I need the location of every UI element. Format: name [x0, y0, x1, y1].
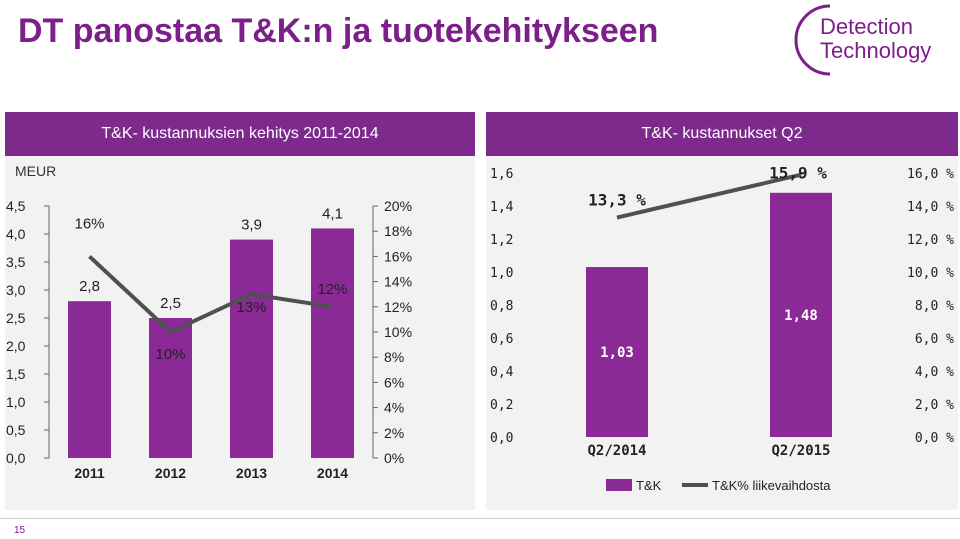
page-number: 15: [14, 525, 26, 536]
line-series: [616, 172, 802, 220]
bar-2011: [68, 301, 111, 458]
y2-tick-label: 12,0 %: [907, 233, 954, 248]
legend-label-line: T&K% liikevaihdosta: [712, 478, 831, 493]
bar-Q2/2015: [770, 192, 832, 437]
y2-tick-label: 2%: [384, 425, 404, 441]
y-tick-label: 0,0: [490, 431, 513, 446]
bar-2014: [311, 228, 354, 458]
line-value-label: 10%: [155, 346, 185, 363]
line-value-label: 16%: [74, 215, 104, 232]
bar-value-label: 1,03: [600, 345, 634, 361]
y2-tick-label: 14,0 %: [907, 200, 954, 215]
y-tick-label: 1,0: [6, 394, 26, 410]
x-tick-label: 2012: [155, 465, 186, 481]
y2-tick-label: 0,0 %: [915, 431, 954, 446]
logo-text-2: Technology: [820, 38, 931, 63]
left-chart-title: T&K- kustannuksien kehitys 2011-2014: [5, 112, 475, 156]
y-tick-label: 1,5: [6, 366, 26, 382]
bar-2012: [149, 318, 192, 458]
y-tick-label: 4,5: [6, 198, 26, 214]
y2-tick-label: 4,0 %: [915, 365, 954, 380]
chart-right: 0,0 0,2 0,4 0,6 0,8 1,0 1,2 1,4 1,6 0,0 % 2,0 % 4,0…: [490, 164, 954, 493]
y-tick-label: 0,8: [490, 299, 513, 314]
y-tick-label: 0,5: [6, 422, 26, 438]
y-tick-label: 4,0: [6, 226, 26, 242]
y2-tick-label: 0%: [384, 450, 404, 466]
x-tick-label: 2013: [236, 465, 267, 481]
y2-tick-label: 10%: [384, 324, 412, 340]
right-chart-title: T&K- kustannukset Q2: [486, 112, 958, 156]
bar-value-label: 4,1: [322, 205, 343, 222]
y-tick-label: 3,5: [6, 254, 26, 270]
y-tick-label: 0,2: [490, 398, 513, 413]
line-series: [88, 254, 333, 335]
right-panel: [486, 112, 958, 510]
y-tick-label: 1,2: [490, 233, 513, 248]
line-value-label: 15,9 %: [769, 164, 827, 183]
line-value-label: 13,3 %: [588, 191, 646, 210]
slide-title: DT panostaa T&K:n ja tuotekehitykseen: [18, 12, 659, 50]
y-tick-label: 1,4: [490, 200, 514, 215]
line-value-label: 13%: [236, 299, 266, 316]
line-value-label: 12%: [317, 281, 347, 298]
y2-tick-label: 18%: [384, 223, 412, 239]
y2-tick-label: 16,0 %: [907, 167, 954, 182]
y-tick-label: 3,0: [6, 282, 26, 298]
bar-value-label: 2,8: [79, 278, 100, 295]
y2-tick-label: 2,0 %: [915, 398, 954, 413]
legend-label-bar: T&K: [636, 478, 662, 493]
y-tick-label: 0,4: [490, 365, 514, 380]
legend-swatch-bar: [606, 479, 632, 491]
y2-tick-label: 6%: [384, 374, 404, 390]
bar-Q2/2014: [586, 267, 648, 437]
y2-tick-label: 14%: [384, 274, 412, 290]
y-tick-label: 1,6: [490, 167, 513, 182]
y2-tick-label: 12%: [384, 299, 412, 315]
x-tick-label: Q2/2015: [771, 443, 830, 459]
y2-tick-label: 10,0 %: [907, 266, 954, 281]
bar-value-label: 1,48: [784, 308, 818, 324]
y2-tick-label: 8%: [384, 349, 404, 365]
footer-divider: [0, 518, 960, 519]
logo-text-1: Detection: [820, 14, 913, 39]
unit-label: MEUR: [15, 163, 56, 179]
y-tick-label: 2,5: [6, 310, 26, 326]
chart-left: MEUR 0,0 0,5 1,0 1,5 2,0 2,5 3,0 3,5 4,0 4,5 0% 2% 4…: [6, 163, 412, 481]
y2-tick-label: 6,0 %: [915, 332, 954, 347]
bar-value-label: 3,9: [241, 217, 262, 234]
y2-tick-label: 16%: [384, 248, 412, 264]
y-tick-label: 0,0: [6, 450, 26, 466]
x-tick-label: 2014: [317, 465, 348, 481]
x-tick-label: Q2/2014: [587, 443, 646, 459]
y-tick-label: 1,0: [490, 266, 513, 281]
bar-2013: [230, 239, 273, 458]
x-tick-label: 2011: [74, 465, 105, 481]
y-tick-label: 0,6: [490, 332, 513, 347]
bar-value-label: 2,5: [160, 295, 181, 312]
y2-tick-label: 8,0 %: [915, 299, 954, 314]
y2-tick-label: 4%: [384, 400, 404, 416]
company-logo: Detection Technology: [794, 4, 931, 76]
y2-tick-label: 20%: [384, 198, 412, 214]
y-tick-label: 2,0: [6, 338, 26, 354]
